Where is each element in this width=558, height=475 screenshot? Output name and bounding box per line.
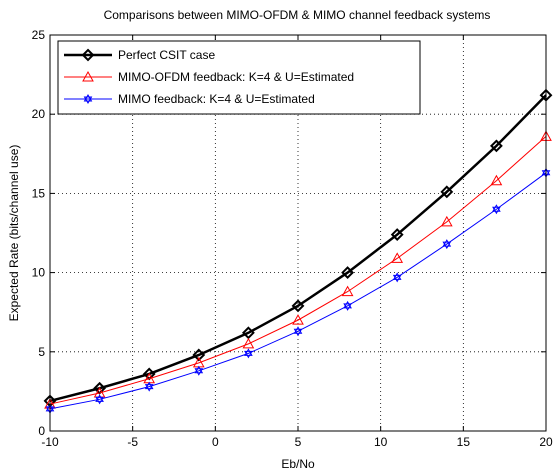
- data-point: [341, 285, 354, 297]
- x-tick-label: 0: [212, 435, 219, 449]
- series-3: [45, 167, 551, 414]
- y-tick-label: 10: [32, 266, 46, 280]
- legend-marker: [82, 70, 94, 82]
- data-point: [492, 204, 501, 215]
- legend-box: [57, 40, 421, 115]
- legend: Perfect CSIT case MIMO-OFDM feedback: K=4…: [57, 40, 421, 115]
- data-point: [293, 326, 303, 337]
- data-point: [192, 348, 206, 362]
- legend-entry: Perfect CSIT case: [64, 48, 215, 62]
- data-point: [144, 381, 154, 392]
- data-point: [440, 215, 453, 227]
- x-tick-label: 20: [539, 435, 553, 449]
- data-point: [392, 272, 402, 283]
- chart-title: Comparisons between MIMO-OFDM & MIMO cha…: [104, 8, 491, 22]
- x-tick-label: -5: [127, 435, 138, 449]
- data-point: [95, 394, 104, 405]
- data-point: [440, 185, 454, 199]
- series-line: [49, 136, 547, 405]
- data-point: [242, 337, 255, 349]
- x-tick-label: 5: [295, 435, 302, 449]
- legend-entry: MIMO-OFDM feedback: K=4 & U=Estimated: [64, 70, 354, 84]
- y-tick-label: 0: [38, 424, 45, 438]
- data-point: [241, 326, 255, 340]
- y-tick-label: 15: [32, 186, 46, 200]
- legend-entry: MIMO feedback: K=4 & U=Estimated: [64, 92, 315, 106]
- legend-label: MIMO feedback: K=4 & U=Estimated: [118, 92, 315, 106]
- data-point: [442, 239, 452, 250]
- legend-marker: [83, 93, 93, 105]
- data-point: [391, 252, 404, 263]
- ticks: -10 -5 0 5 10 15 20 0 5 10 15 20 25: [32, 28, 553, 449]
- x-tick-label: 10: [374, 435, 388, 449]
- x-tick-label: -10: [41, 435, 59, 449]
- series-line: [49, 94, 547, 403]
- data-point: [390, 228, 404, 241]
- legend-label: MIMO-OFDM feedback: K=4 & U=Estimated: [118, 70, 354, 84]
- y-tick-label: 5: [38, 345, 45, 359]
- series-1: [43, 88, 553, 408]
- x-tick-label: 15: [457, 435, 471, 449]
- y-tick-label: 20: [32, 107, 46, 121]
- series-2: [44, 130, 552, 409]
- y-axis-label: Expected Rate (bits/channel use): [7, 145, 21, 322]
- legend-label: Perfect CSIT case: [118, 48, 215, 62]
- data-point: [343, 300, 352, 311]
- data-point: [194, 365, 204, 376]
- data-point: [490, 174, 503, 186]
- data-point: [489, 139, 503, 153]
- data-point: [292, 314, 304, 325]
- data-point: [291, 299, 305, 313]
- data-point: [244, 348, 253, 359]
- data-point: [341, 266, 355, 280]
- series-line: [49, 172, 547, 410]
- x-axis-label: Eb/No: [281, 457, 315, 471]
- legend-marker: [81, 48, 95, 62]
- y-tick-label: 25: [32, 28, 46, 42]
- series-layer: [43, 88, 553, 414]
